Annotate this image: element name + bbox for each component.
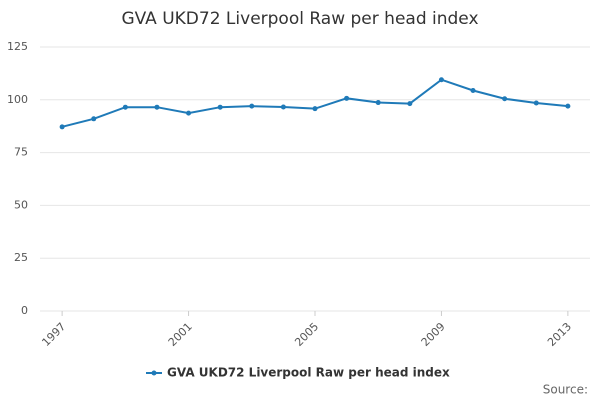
point xyxy=(344,95,350,101)
point xyxy=(565,103,571,109)
point xyxy=(312,106,318,112)
point xyxy=(407,101,413,107)
point xyxy=(154,104,160,110)
point xyxy=(280,104,286,110)
point xyxy=(375,100,381,106)
x-tick-label: 2013 xyxy=(545,320,574,349)
point xyxy=(186,110,192,116)
chart-title: GVA UKD72 Liverpool Raw per head index xyxy=(121,9,478,29)
x-tick-label: 2005 xyxy=(292,320,321,349)
y-tick-label: 75 xyxy=(14,146,28,159)
y-tick-label: 100 xyxy=(7,93,28,106)
y-tick-label: 25 xyxy=(14,251,28,264)
point xyxy=(502,96,508,102)
x-tick-label: 1997 xyxy=(39,320,68,349)
line xyxy=(61,78,568,128)
point xyxy=(91,116,97,122)
x-tick-label: 2001 xyxy=(166,320,195,349)
point xyxy=(217,104,223,110)
y-tick-label: 125 xyxy=(7,40,28,53)
source: Source: xyxy=(543,383,588,397)
y-tick-label: 50 xyxy=(14,198,28,211)
point xyxy=(470,88,476,94)
point xyxy=(533,100,539,106)
legend-marker xyxy=(151,370,157,376)
point xyxy=(59,124,65,130)
y-tick-label: 0 xyxy=(21,304,28,317)
point xyxy=(438,77,444,83)
point xyxy=(249,103,255,109)
legend-label: GVA UKD72 Liverpool Raw per head index xyxy=(167,366,450,380)
x-tick-label: 2009 xyxy=(419,320,448,349)
point xyxy=(122,104,128,110)
